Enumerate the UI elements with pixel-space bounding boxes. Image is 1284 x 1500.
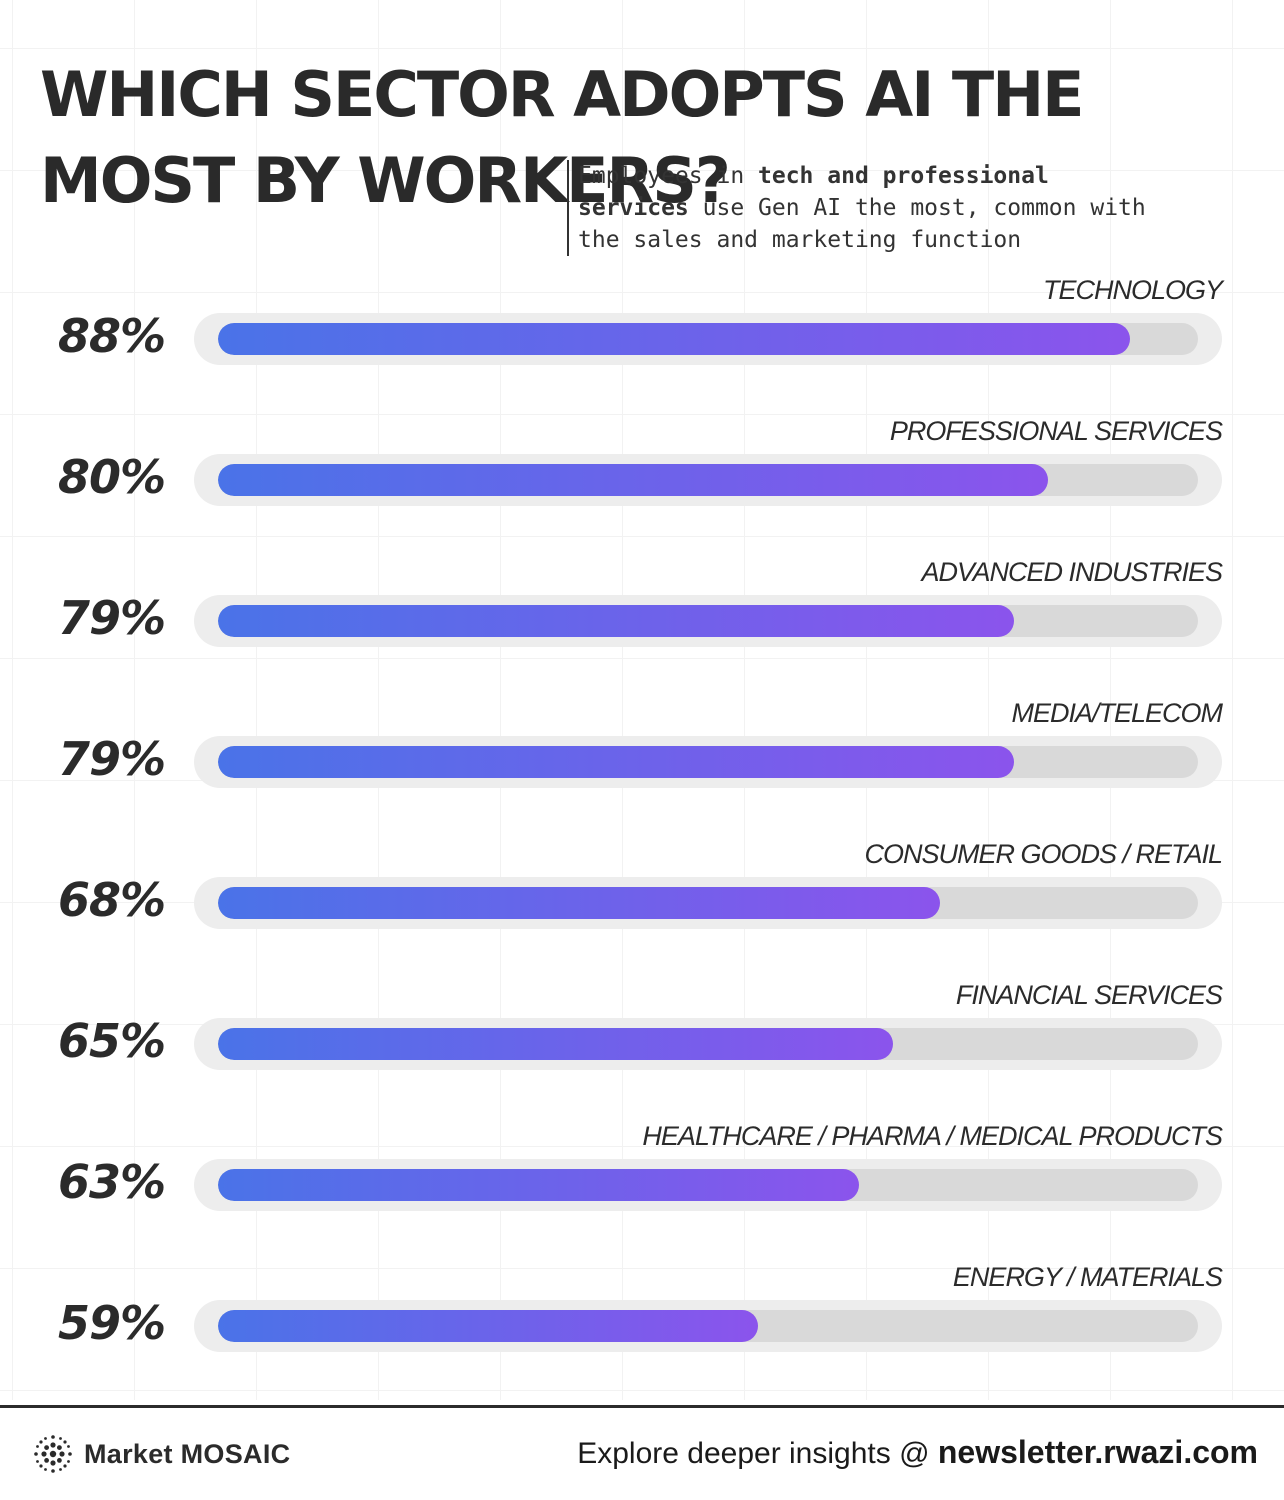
- category-label: ADVANCED INDUSTRIES: [921, 557, 1223, 587]
- bar-row: ADVANCED INDUSTRIES 79%: [0, 557, 1284, 698]
- category-label: ENERGY / MATERIALS: [952, 1262, 1223, 1292]
- footer-cta: Explore deeper insights @ newsletter.rwa…: [577, 1434, 1258, 1471]
- value-label: 79%: [58, 732, 166, 786]
- category-label: PROFESSIONAL SERVICES: [889, 416, 1223, 446]
- bar-fill: [218, 323, 1131, 355]
- subtitle: Employees in tech and professional servi…: [567, 160, 1168, 256]
- value-label: 65%: [58, 1014, 166, 1068]
- footer-divider: [0, 1405, 1284, 1408]
- value-label: 59%: [58, 1296, 166, 1350]
- bar-track-inner: [218, 1310, 1198, 1342]
- value-label: 80%: [58, 450, 166, 504]
- category-label: FINANCIAL SERVICES: [955, 980, 1223, 1010]
- bar-fill: [218, 1310, 758, 1342]
- bar-track-inner: [218, 887, 1198, 919]
- value-label: 68%: [58, 873, 166, 927]
- bar-fill: [218, 464, 1049, 496]
- bar-row: PROFESSIONAL SERVICES 80%: [0, 416, 1284, 557]
- bar-track-inner: [218, 464, 1198, 496]
- bar-row: TECHNOLOGY 88%: [0, 275, 1284, 416]
- bar-row: MEDIA/TELECOM 79%: [0, 698, 1284, 839]
- brand-logo: Market MOSAIC: [32, 1432, 290, 1476]
- bar-track: [194, 736, 1222, 788]
- bar-track-inner: [218, 605, 1198, 637]
- bar-fill: [218, 1169, 859, 1201]
- category-label: TECHNOLOGY: [1042, 275, 1223, 305]
- bar-row: ENERGY / MATERIALS 59%: [0, 1262, 1284, 1403]
- bar-fill: [218, 605, 1014, 637]
- bar-track: [194, 454, 1222, 506]
- bar-track: [194, 1018, 1222, 1070]
- bar-track: [194, 1300, 1222, 1352]
- footer-cta-prefix: Explore deeper insights @: [577, 1437, 938, 1470]
- category-label: CONSUMER GOODS / RETAIL: [864, 839, 1223, 869]
- bar-row: CONSUMER GOODS / RETAIL 68%: [0, 839, 1284, 980]
- value-label: 88%: [58, 309, 166, 363]
- subtitle-post: use Gen AI the most, common with the sal…: [578, 195, 1146, 253]
- bar-row: HEALTHCARE / PHARMA / MEDICAL PRODUCTS 63…: [0, 1121, 1284, 1262]
- category-label: HEALTHCARE / PHARMA / MEDICAL PRODUCTS: [642, 1121, 1223, 1151]
- brand-name: Market MOSAIC: [84, 1438, 291, 1469]
- bar-track: [194, 595, 1222, 647]
- value-label: 79%: [58, 591, 166, 645]
- bar-chart: TECHNOLOGY 88% PROFESSIONAL SERVICES 80% ADV…: [0, 275, 1284, 1403]
- bar-fill: [218, 746, 1014, 778]
- category-label: MEDIA/TELECOM: [1011, 698, 1223, 728]
- bar-track: [194, 1159, 1222, 1211]
- dot-cluster-icon: [34, 1435, 72, 1473]
- bar-track: [194, 313, 1222, 365]
- subtitle-bold: tech and professional services: [578, 163, 1049, 221]
- bar-track-inner: [218, 746, 1198, 778]
- value-label: 63%: [58, 1155, 166, 1209]
- bar-track-inner: [218, 1028, 1198, 1060]
- page-title: WHICH SECTOR ADOPTS AI THE MOST BY WORKE…: [40, 58, 1084, 217]
- newsletter-link[interactable]: newsletter.rwazi.com: [937, 1434, 1258, 1470]
- bar-track-inner: [218, 1169, 1198, 1201]
- subtitle-pre: Employees in: [578, 163, 759, 189]
- bar-row: FINANCIAL SERVICES 65%: [0, 980, 1284, 1121]
- bar-track: [194, 877, 1222, 929]
- bar-fill: [218, 1028, 894, 1060]
- bar-track-inner: [218, 323, 1198, 355]
- bar-fill: [218, 887, 941, 919]
